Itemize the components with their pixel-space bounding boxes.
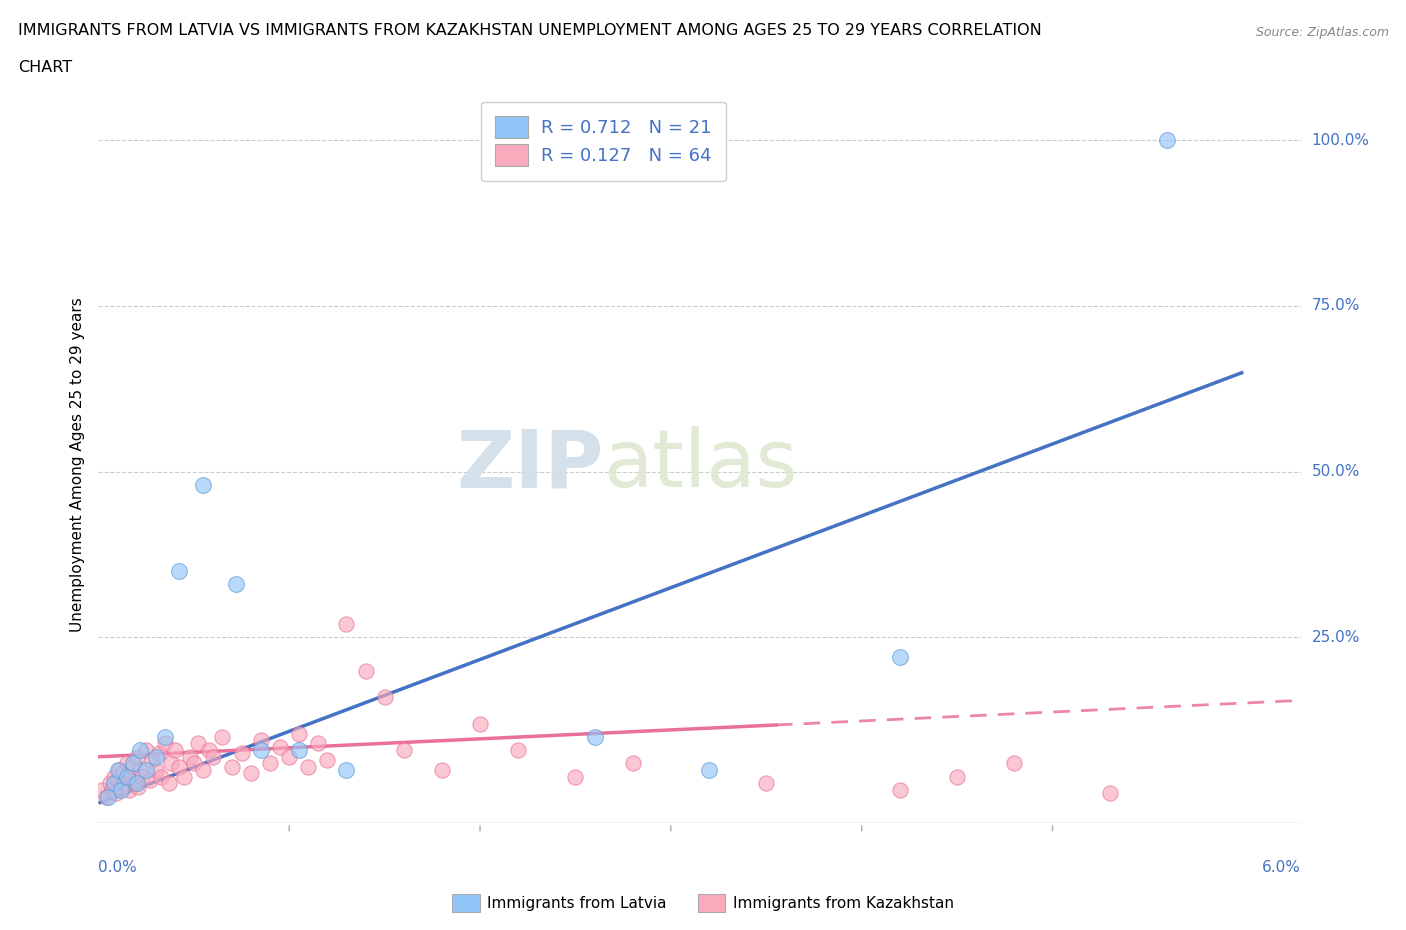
Point	[278, 750, 301, 764]
Point	[121, 756, 143, 771]
Point	[335, 617, 357, 631]
Text: 25.0%: 25.0%	[1312, 630, 1360, 644]
Point	[259, 756, 281, 771]
Point	[297, 759, 319, 774]
Point	[101, 782, 124, 797]
Text: 100.0%: 100.0%	[1312, 133, 1369, 148]
Point	[198, 743, 221, 758]
Point	[150, 769, 173, 784]
Point	[193, 477, 215, 492]
Point	[145, 750, 167, 764]
Point	[107, 773, 129, 788]
Point	[145, 763, 167, 777]
Point	[1156, 133, 1178, 148]
Point	[374, 690, 396, 705]
Point	[135, 763, 157, 777]
Point	[269, 739, 291, 754]
Point	[249, 733, 271, 748]
Point	[125, 776, 148, 790]
Point	[153, 729, 177, 744]
Point	[108, 763, 131, 777]
Point	[115, 769, 138, 784]
Point	[179, 750, 201, 764]
Point	[160, 756, 183, 771]
Legend: R = 0.712   N = 21, R = 0.127   N = 64: R = 0.712 N = 21, R = 0.127 N = 64	[481, 101, 725, 181]
Text: ZIP: ZIP	[456, 426, 603, 504]
Text: 50.0%: 50.0%	[1312, 464, 1360, 479]
Point	[125, 750, 148, 764]
Point	[564, 769, 586, 784]
Point	[128, 779, 150, 794]
Y-axis label: Unemployment Among Ages 25 to 29 years: Unemployment Among Ages 25 to 29 years	[70, 298, 86, 632]
Point	[98, 776, 121, 790]
Point	[287, 743, 309, 758]
Point	[114, 776, 136, 790]
Point	[97, 789, 120, 804]
Point	[225, 577, 247, 591]
Point	[287, 726, 309, 741]
Point	[889, 782, 911, 797]
Point	[157, 776, 180, 790]
Point	[135, 743, 157, 758]
Point	[508, 743, 530, 758]
Point	[889, 650, 911, 665]
Point	[201, 750, 224, 764]
Point	[167, 759, 190, 774]
Point	[231, 746, 253, 761]
Point	[354, 663, 377, 678]
Point	[183, 756, 205, 771]
Point	[468, 716, 491, 731]
Point	[141, 752, 163, 767]
Text: 0.0%: 0.0%	[98, 860, 138, 875]
Point	[583, 729, 606, 744]
Text: atlas: atlas	[603, 426, 797, 504]
Point	[167, 564, 190, 578]
Point	[211, 729, 233, 744]
Point	[163, 743, 186, 758]
Point	[94, 789, 117, 804]
Text: CHART: CHART	[18, 60, 72, 75]
Point	[1098, 786, 1121, 801]
Point	[124, 776, 146, 790]
Point	[110, 782, 132, 797]
Point	[148, 746, 170, 761]
Point	[129, 763, 152, 777]
Point	[91, 782, 114, 797]
Point	[187, 736, 209, 751]
Point	[129, 743, 152, 758]
Point	[107, 763, 129, 777]
Point	[221, 759, 243, 774]
Point	[316, 752, 339, 767]
Text: Source: ZipAtlas.com: Source: ZipAtlas.com	[1256, 26, 1389, 39]
Point	[307, 736, 329, 751]
Point	[621, 756, 644, 771]
Point	[112, 766, 135, 781]
Point	[153, 736, 177, 751]
Text: 6.0%: 6.0%	[1261, 860, 1301, 875]
Point	[240, 766, 263, 781]
Point	[115, 756, 138, 771]
Point	[104, 786, 127, 801]
Point	[103, 769, 125, 784]
Point	[103, 776, 125, 790]
Point	[110, 779, 132, 794]
Point	[755, 776, 778, 790]
Point	[131, 769, 153, 784]
Legend: Immigrants from Latvia, Immigrants from Kazakhstan: Immigrants from Latvia, Immigrants from …	[446, 888, 960, 918]
Point	[1002, 756, 1025, 771]
Text: 75.0%: 75.0%	[1312, 299, 1360, 313]
Text: IMMIGRANTS FROM LATVIA VS IMMIGRANTS FROM KAZAKHSTAN UNEMPLOYMENT AMONG AGES 25 : IMMIGRANTS FROM LATVIA VS IMMIGRANTS FRO…	[18, 23, 1042, 38]
Point	[118, 782, 141, 797]
Point	[139, 773, 162, 788]
Point	[121, 759, 143, 774]
Point	[697, 763, 720, 777]
Point	[430, 763, 453, 777]
Point	[946, 769, 969, 784]
Point	[173, 769, 195, 784]
Point	[193, 763, 215, 777]
Point	[335, 763, 357, 777]
Point	[120, 769, 142, 784]
Point	[249, 743, 271, 758]
Point	[392, 743, 415, 758]
